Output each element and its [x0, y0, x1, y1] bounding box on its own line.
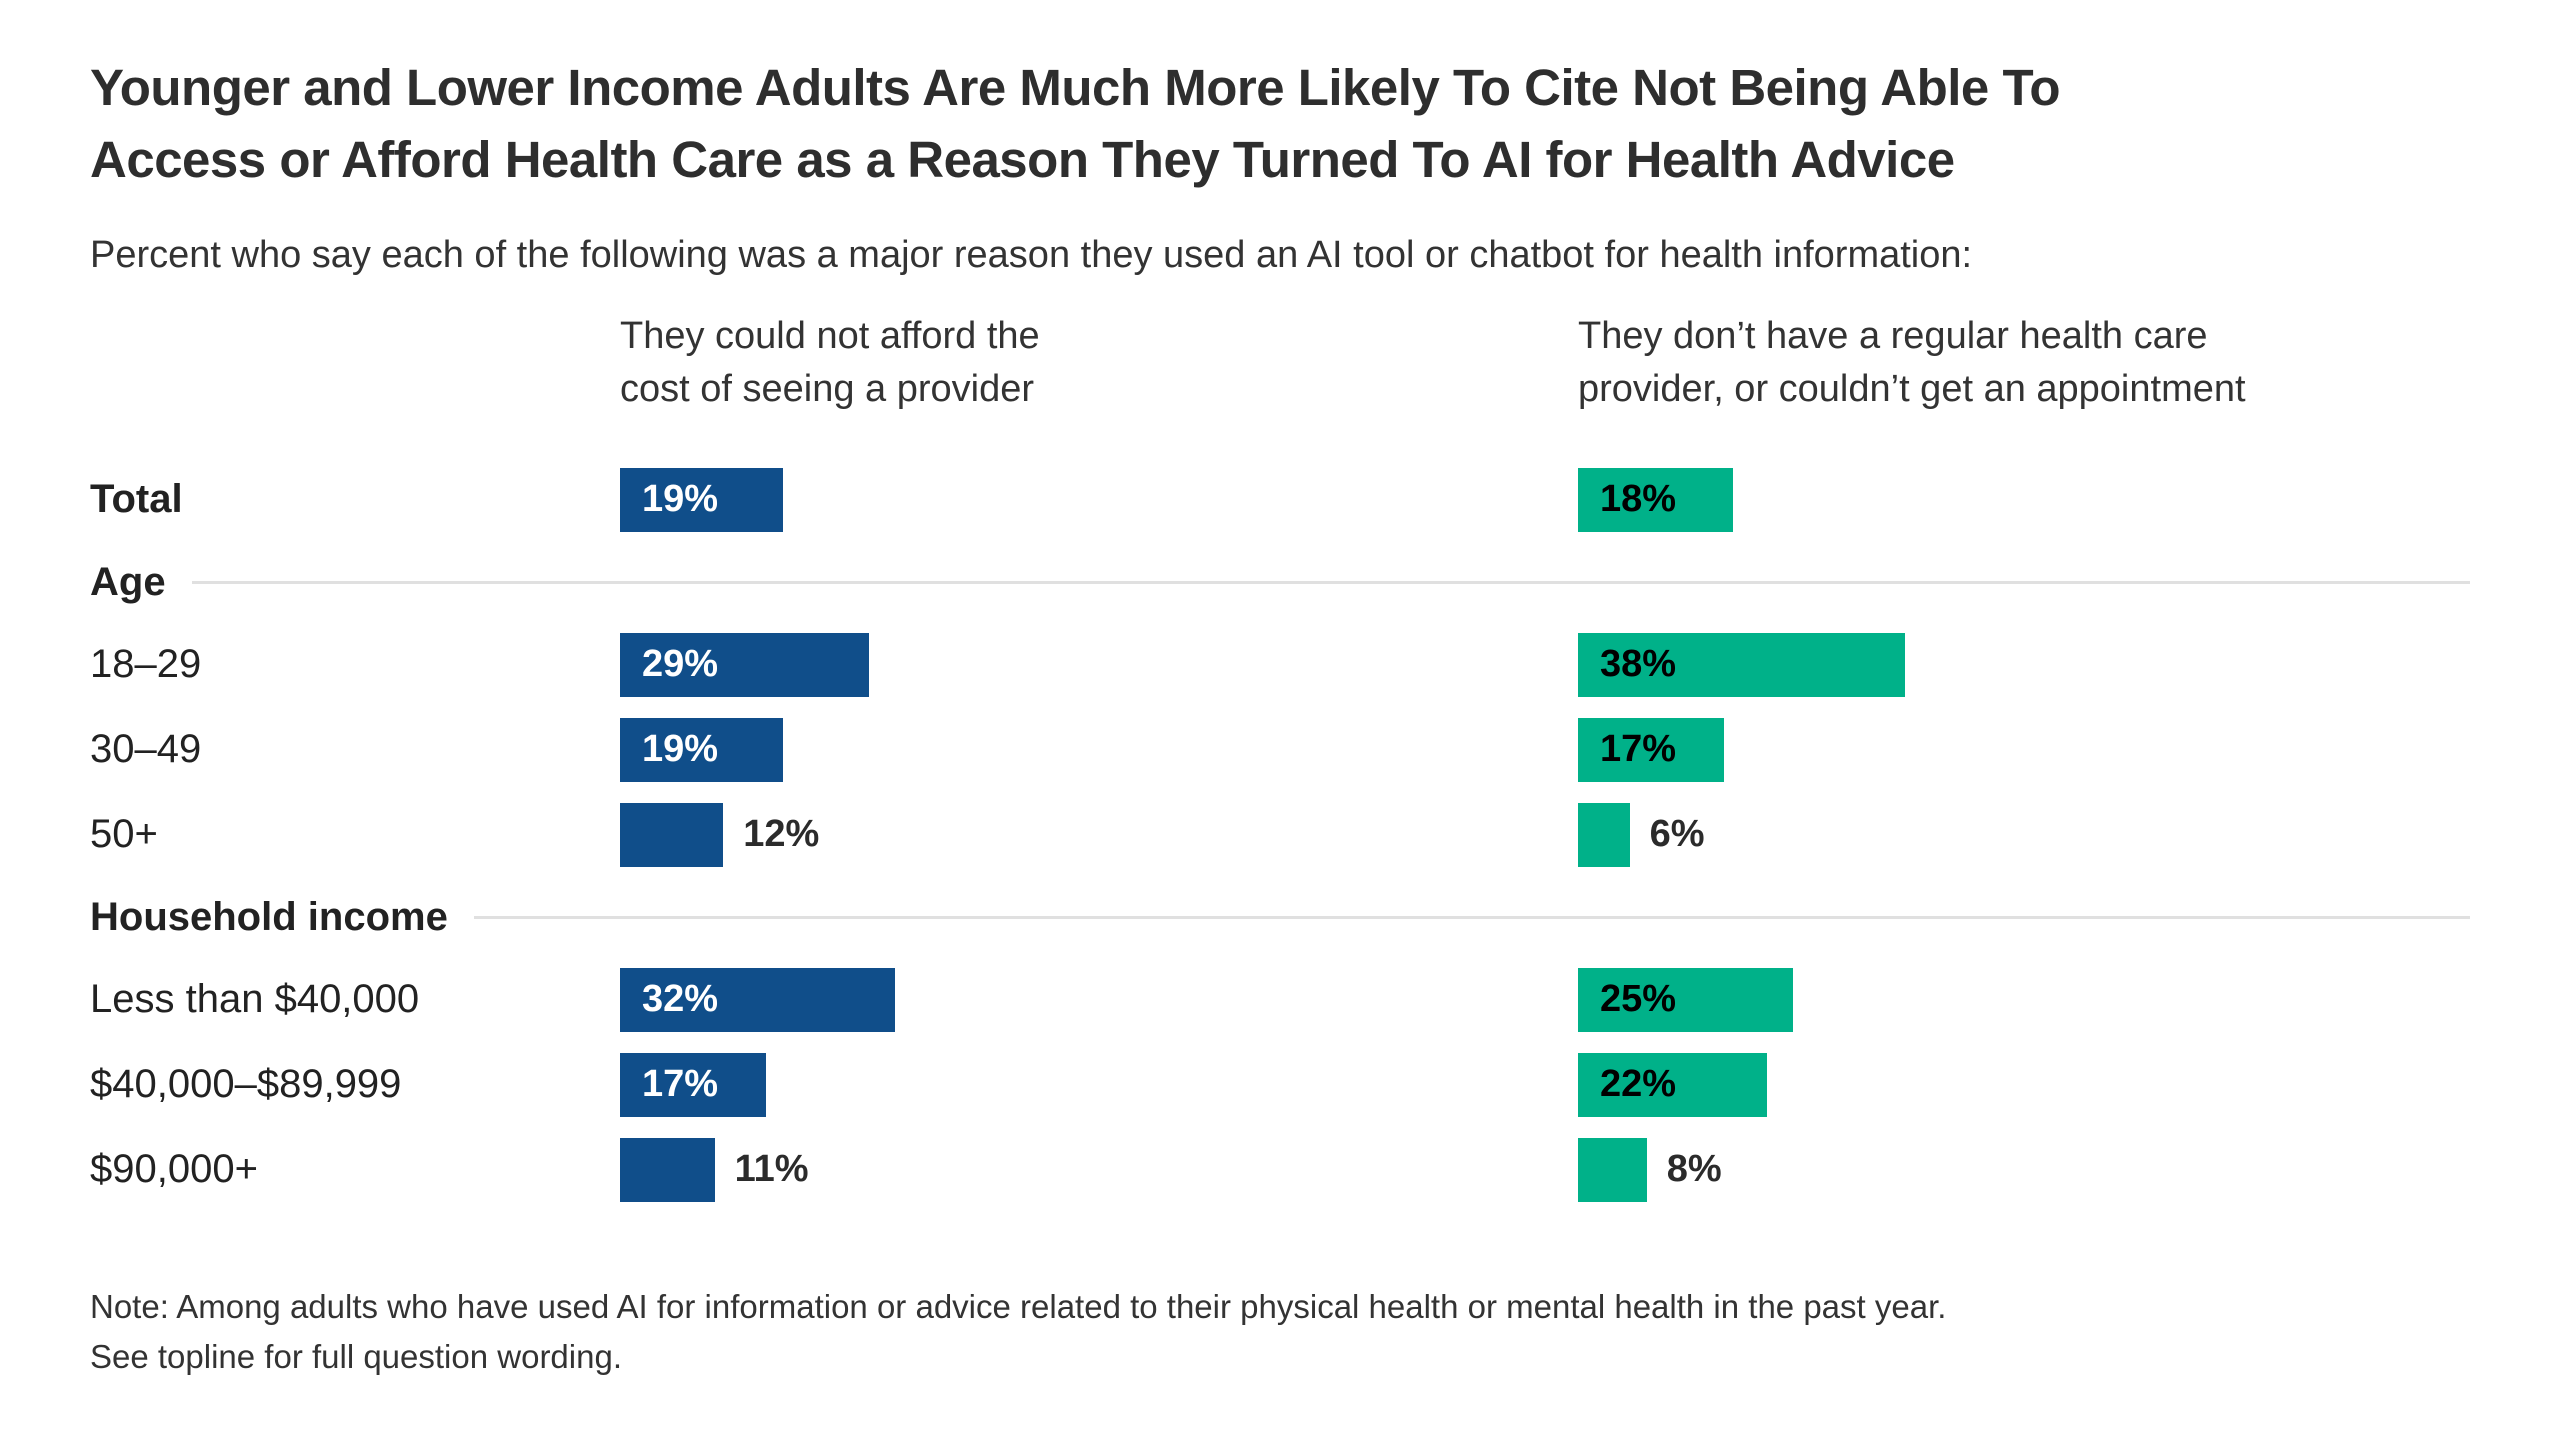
- bar-cell-access-50plus: 6%: [1578, 802, 2470, 867]
- section-divider-household-income: [473, 915, 2470, 919]
- chart-note: Note: Among adults who have used AI for …: [90, 1282, 2470, 1381]
- bar-cell-access-less-than-40k: 25%: [1578, 967, 2470, 1032]
- bar-value-afford-total: 19%: [642, 478, 719, 521]
- section-row-household-income: Household income: [90, 877, 2470, 957]
- bar-cell-afford-less-than-40k: 32%: [620, 967, 1578, 1032]
- bar-row-total: Total 19% 18%: [90, 457, 2470, 542]
- bar-value-access-18-29: 38%: [1600, 643, 1677, 686]
- bar-afford-less-than-40k: 32%: [620, 967, 896, 1032]
- bar-afford-90kplus: [620, 1137, 715, 1202]
- bar-value-afford-less-than-40k: 32%: [642, 978, 719, 1021]
- chart-rows: Total 19% 18% Age 18–29 29% 38% 30–49 19% 17% 50+ 1…: [90, 457, 2470, 1212]
- section-row-age: Age: [90, 542, 2470, 622]
- bar-value-afford-50plus: 12%: [743, 813, 820, 856]
- row-label-50plus: 50+: [90, 812, 158, 857]
- bar-cell-access-30-49: 17%: [1578, 717, 2470, 782]
- bar-row-50plus: 50+ 12% 6%: [90, 792, 2470, 877]
- section-divider-age: [191, 580, 2470, 584]
- column-header-access-line-2: provider, or couldn’t get an appointment: [1578, 367, 2246, 410]
- column-header-afford-line-1: They could not afford the: [620, 315, 1040, 358]
- bar-value-access-less-than-40k: 25%: [1600, 978, 1677, 1021]
- bar-value-access-90kplus: 8%: [1666, 1148, 1722, 1191]
- bar-value-afford-30-49: 19%: [642, 728, 719, 771]
- bar-row-40k-89k: $40,000–$89,999 17% 22%: [90, 1042, 2470, 1127]
- column-headers: They could not afford the cost of seeing…: [90, 310, 2470, 415]
- bar-cell-afford-30-49: 19%: [620, 717, 1578, 782]
- bar-row-30-49: 30–49 19% 17%: [90, 707, 2470, 792]
- bar-value-afford-40k-89k: 17%: [642, 1063, 719, 1106]
- section-label-age: Age: [90, 559, 166, 604]
- bar-cell-access-40k-89k: 22%: [1578, 1052, 2470, 1117]
- bar-access-40k-89k: 22%: [1578, 1052, 1768, 1117]
- bar-afford-40k-89k: 17%: [620, 1052, 767, 1117]
- bar-row-90kplus: $90,000+ 11% 8%: [90, 1127, 2470, 1212]
- column-header-afford-line-2: cost of seeing a provider: [620, 367, 1035, 410]
- bar-value-afford-90kplus: 11%: [734, 1148, 809, 1191]
- bar-value-access-50plus: 6%: [1649, 813, 1705, 856]
- row-label-18-29: 18–29: [90, 642, 202, 687]
- bar-value-afford-18-29: 29%: [642, 643, 719, 686]
- bar-cell-access-90kplus: 8%: [1578, 1137, 2470, 1202]
- bar-row-less-than-40k: Less than $40,000 32% 25%: [90, 957, 2470, 1042]
- chart-note-line-2: See topline for full question wording.: [90, 1337, 622, 1375]
- chart-title-line-1: Younger and Lower Income Adults Are Much…: [90, 59, 2060, 116]
- chart-subtitle: Percent who say each of the following wa…: [90, 233, 1973, 276]
- bar-value-access-total: 18%: [1600, 478, 1677, 521]
- section-label-household-income: Household income: [90, 894, 448, 939]
- row-label-40k-89k: $40,000–$89,999: [90, 1062, 402, 1107]
- bar-value-access-40k-89k: 22%: [1600, 1063, 1677, 1106]
- bar-access-total: 18%: [1578, 467, 1733, 532]
- bar-cell-afford-total: 19%: [620, 467, 1578, 532]
- bar-cell-access-total: 18%: [1578, 467, 2470, 532]
- bar-afford-total: 19%: [620, 467, 784, 532]
- bar-access-90kplus: [1578, 1137, 1647, 1202]
- column-header-afford: They could not afford the cost of seeing…: [620, 310, 1578, 415]
- column-header-access: They don’t have a regular health care pr…: [1578, 310, 2470, 415]
- bar-afford-18-29: 29%: [620, 632, 870, 697]
- bar-cell-afford-40k-89k: 17%: [620, 1052, 1578, 1117]
- bar-row-18-29: 18–29 29% 38%: [90, 622, 2470, 707]
- bar-cell-afford-50plus: 12%: [620, 802, 1578, 867]
- row-label-less-than-40k: Less than $40,000: [90, 977, 420, 1022]
- bar-value-access-30-49: 17%: [1600, 728, 1677, 771]
- chart-title: Younger and Lower Income Adults Are Much…: [90, 52, 2470, 197]
- bar-afford-50plus: [620, 802, 724, 867]
- bar-access-less-than-40k: 25%: [1578, 967, 1793, 1032]
- bar-access-18-29: 38%: [1578, 632, 1905, 697]
- chart-title-line-2: Access or Afford Health Care as a Reason…: [90, 131, 1955, 189]
- bar-cell-afford-18-29: 29%: [620, 632, 1578, 697]
- column-header-access-line-1: They don’t have a regular health care: [1578, 315, 2208, 358]
- row-label-30-49: 30–49: [90, 727, 202, 772]
- bar-access-30-49: 17%: [1578, 717, 1725, 782]
- bar-cell-afford-90kplus: 11%: [620, 1137, 1578, 1202]
- column-header-spacer: [90, 310, 620, 415]
- bar-access-50plus: [1578, 802, 1630, 867]
- row-label-total: Total: [90, 477, 183, 522]
- row-label-90kplus: $90,000+: [90, 1147, 258, 1192]
- chart-note-line-1: Note: Among adults who have used AI for …: [90, 1288, 1947, 1326]
- bar-afford-30-49: 19%: [620, 717, 784, 782]
- bar-cell-access-18-29: 38%: [1578, 632, 2470, 697]
